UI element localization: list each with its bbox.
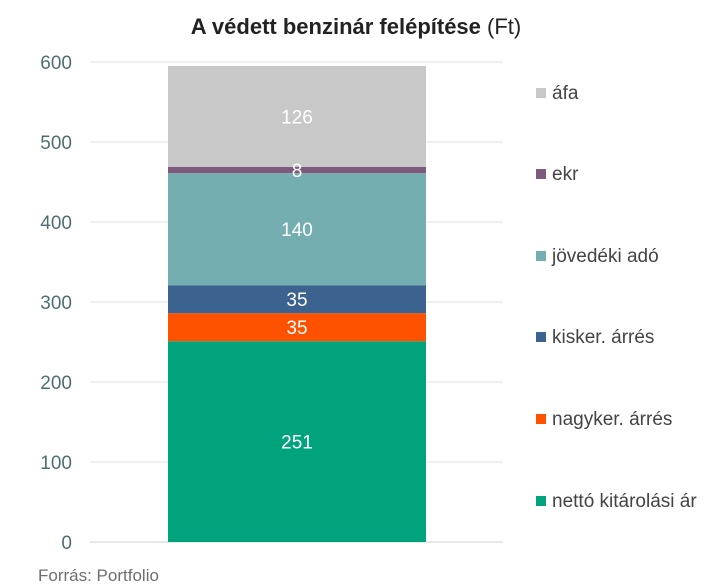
legend-item: nettó kitárolási ár — [536, 490, 706, 514]
legend-swatch — [536, 496, 546, 506]
data-labels: 251 35 35 140 8 126 — [281, 107, 313, 453]
y-tick-label: 600 — [40, 53, 72, 74]
legend-item: ekr — [536, 163, 706, 187]
legend-item: áfa — [536, 82, 706, 106]
data-label: 35 — [286, 318, 307, 339]
legend-label: jövedéki adó — [552, 246, 659, 267]
legend-item: jövedéki adó — [536, 245, 706, 269]
data-label: 251 — [281, 433, 313, 454]
legend-item: kisker. árrés — [536, 326, 706, 350]
y-tick-label: 200 — [40, 373, 72, 394]
source-note: Forrás: Portfolio — [38, 566, 159, 585]
bar-segment — [168, 173, 426, 286]
legend-swatch — [536, 169, 546, 179]
legend-item: nagyker. árrés — [536, 408, 706, 432]
y-tick-label: 100 — [40, 453, 72, 474]
chart-title-unit: (Ft) — [487, 14, 522, 39]
y-tick-label: 500 — [40, 133, 72, 154]
y-axis-tick-labels: 0 100 200 300 400 500 600 — [40, 53, 72, 554]
legend-swatch — [536, 414, 546, 424]
y-tick-label: 0 — [61, 533, 72, 554]
bar-segment — [168, 66, 426, 167]
legend-swatch — [536, 88, 546, 98]
data-label: 126 — [281, 107, 313, 128]
legend-label: nagyker. árrés — [552, 409, 673, 430]
chart-title: A védett benzinár felépítése (Ft) — [0, 14, 712, 40]
bar-segment — [168, 313, 426, 342]
legend-label: áfa — [552, 83, 579, 104]
bar-segment — [168, 341, 426, 542]
legend-swatch — [536, 251, 546, 261]
data-label: 140 — [281, 220, 313, 241]
legend-swatch — [536, 332, 546, 342]
bar-segment — [168, 166, 426, 174]
data-label: 8 — [292, 161, 303, 182]
legend-label: nettó kitárolási ár — [552, 491, 697, 512]
legend-label: kisker. árrés — [552, 327, 655, 348]
chart-title-main: A védett benzinár felépítése — [190, 14, 481, 39]
bar-stack — [168, 66, 426, 542]
bar-segment — [168, 285, 426, 314]
y-tick-label: 300 — [40, 293, 72, 314]
legend-label: ekr — [552, 164, 579, 185]
data-label: 35 — [286, 290, 307, 311]
y-tick-label: 400 — [40, 213, 72, 234]
